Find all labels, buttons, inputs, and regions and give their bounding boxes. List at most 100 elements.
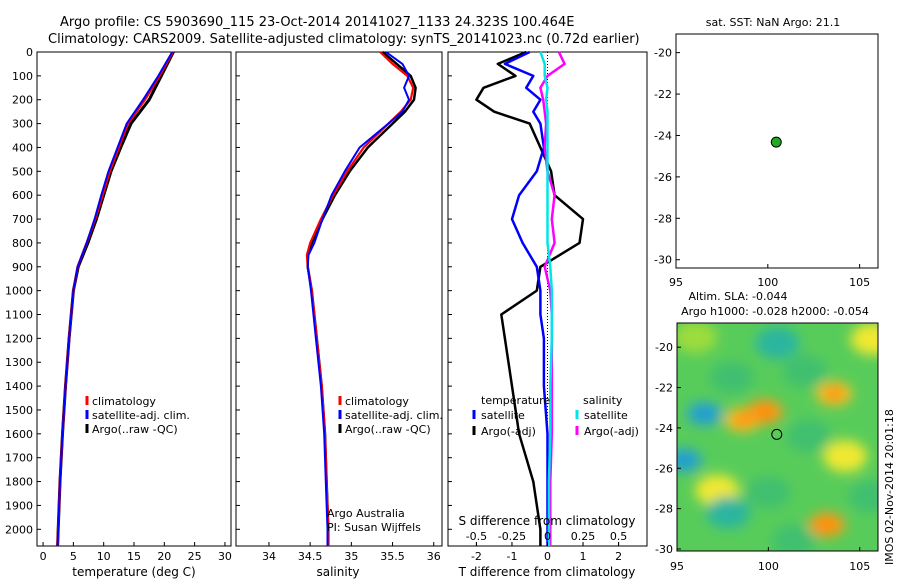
temperature-ytick-label: 1500 <box>5 404 33 417</box>
temperature-xlabel: temperature (deg C) <box>72 565 195 579</box>
sst-map-ytick-label: -22 <box>654 88 672 101</box>
sla-map-frame <box>676 322 879 552</box>
sla-map-subtitle: Argo h1000: -0.028 h2000: -0.054 <box>681 305 869 318</box>
sst-map-xtick-label: 105 <box>849 276 870 289</box>
sla-map-xtick-label: 95 <box>670 560 684 573</box>
difference-xtick-label: -2 <box>471 550 482 563</box>
sla-map-blob <box>771 524 816 551</box>
salinity-legend-item: satellite-adj. clim. <box>345 409 443 422</box>
sla-map-xtick-label: 105 <box>849 560 870 573</box>
sla-map-field <box>677 323 878 551</box>
sla-map-blob-core <box>696 406 713 421</box>
temperature-ytick-label: 900 <box>12 261 33 274</box>
sla-map-blob <box>706 496 751 529</box>
sla-map-blob-core <box>677 453 693 468</box>
temperature-ytick-label: 100 <box>12 70 33 83</box>
salinity-xtick-label: 35 <box>344 550 358 563</box>
difference-stick-label: 0.25 <box>571 530 596 543</box>
sst-map-title: sat. SST: NaN Argo: 21.1 <box>706 16 840 29</box>
difference-legend-item: satellite <box>584 409 628 422</box>
sla-map-argo-point <box>771 428 783 440</box>
salinity-xtick-label: 35.5 <box>380 550 405 563</box>
salinity-xtick-label: 34.5 <box>298 550 323 563</box>
temperature-ytick-label: 600 <box>12 189 33 202</box>
sst-map-ytick-label: -26 <box>654 171 672 184</box>
difference-stick-label: -0.25 <box>498 530 526 543</box>
salinity-xlabel: salinity <box>316 565 359 579</box>
temperature-ytick-label: 1300 <box>5 356 33 369</box>
sst-map-xtick-label: 100 <box>757 276 778 289</box>
temperature-ytick-label: 1600 <box>5 428 33 441</box>
difference-legend-item: Argo(-adj) <box>481 425 536 438</box>
salinity-annotation-2: PI: Susan Wijffels <box>327 521 421 534</box>
difference-xtick-label: 1 <box>580 550 587 563</box>
salinity-series-3 <box>306 51 410 546</box>
salinity-legend-item: Argo(..raw -QC) <box>345 423 431 436</box>
sst-map-frame <box>675 33 879 269</box>
temperature-xtick-label: 20 <box>157 550 171 563</box>
temperature-ytick-label: 1700 <box>5 452 33 465</box>
difference-stick-label: 0.5 <box>610 530 628 543</box>
temperature-ytick-label: 1200 <box>5 332 33 345</box>
title-line-1: Argo profile: CS 5903690_115 23-Oct-2014… <box>60 15 574 30</box>
sla-map-ytick-label: -20 <box>655 341 673 354</box>
sla-map-blob-core <box>818 517 835 532</box>
temperature-series-2 <box>56 51 174 547</box>
temperature-ytick-label: 0 <box>26 46 33 59</box>
sla-map-blob <box>782 355 827 388</box>
temperature-xtick-label: 10 <box>97 550 111 563</box>
sla-map-blob <box>848 480 878 513</box>
sla-map-blob <box>677 323 718 354</box>
temperature-xtick-label: 30 <box>218 550 232 563</box>
sla-map-blob <box>850 323 878 356</box>
difference-xtick-label: -1 <box>506 550 517 563</box>
sla-map-blob <box>786 419 831 452</box>
sla-map-ytick-label: -24 <box>655 422 673 435</box>
temperature-ytick-label: 2000 <box>5 523 33 536</box>
difference-legend-item: satellite <box>481 409 525 422</box>
temperature-xtick-label: 5 <box>70 550 77 563</box>
sla-map-ytick-label: -26 <box>655 462 673 475</box>
sla-map-blob <box>746 476 791 509</box>
sla-map-blob <box>823 440 868 473</box>
difference-xtick-label: 2 <box>615 550 622 563</box>
temperature-legend-item: Argo(..raw -QC) <box>92 423 178 436</box>
salinity-annotation-1: Argo Australia <box>327 507 405 520</box>
difference-legend-title-salinity: salinity <box>583 394 623 407</box>
difference-series-1 <box>503 50 549 546</box>
salinity-xtick-label: 34 <box>262 550 276 563</box>
difference-legend-item: Argo(-adj) <box>584 425 639 438</box>
difference-xtick-label: 0 <box>544 550 551 563</box>
temperature-ytick-label: 700 <box>12 213 33 226</box>
temperature-ytick-label: 1000 <box>5 285 33 298</box>
difference-stick-label: 0 <box>544 530 551 543</box>
sst-map-ytick-label: -24 <box>654 129 672 142</box>
sla-map-blob-core <box>826 386 843 401</box>
sla-map-blob <box>755 327 800 360</box>
temperature-ytick-label: 1400 <box>5 380 33 393</box>
salinity-series-2 <box>305 51 415 546</box>
temperature-xtick-label: 15 <box>127 550 141 563</box>
sst-map-ytick-label: -30 <box>654 254 672 267</box>
temperature-xtick-label: 0 <box>40 550 47 563</box>
temperature-series-3 <box>56 51 174 547</box>
temperature-ytick-label: 300 <box>12 118 33 131</box>
difference-xlabel: T difference from climatology <box>458 565 636 579</box>
sla-map-ytick-label: -28 <box>655 503 673 516</box>
temperature-ytick-label: 400 <box>12 141 33 154</box>
temperature-xtick-label: 25 <box>188 550 202 563</box>
temperature-legend-item: satellite-adj. clim. <box>92 409 190 422</box>
sla-map-blob-core <box>756 404 773 419</box>
temperature-legend-item: climatology <box>92 395 156 408</box>
sst-map-xtick-label: 95 <box>669 276 683 289</box>
sla-map-blobs <box>677 323 878 551</box>
sla-map-ytick-label: -30 <box>655 543 673 556</box>
temperature-ytick-label: 1100 <box>5 309 33 322</box>
temperature-ytick-label: 200 <box>12 94 33 107</box>
temperature-ytick-label: 500 <box>12 165 33 178</box>
sla-map-blob <box>709 361 754 394</box>
temperature-ytick-label: 1900 <box>5 499 33 512</box>
sst-map-ytick-label: -28 <box>654 212 672 225</box>
temperature-ytick-label: 800 <box>12 237 33 250</box>
